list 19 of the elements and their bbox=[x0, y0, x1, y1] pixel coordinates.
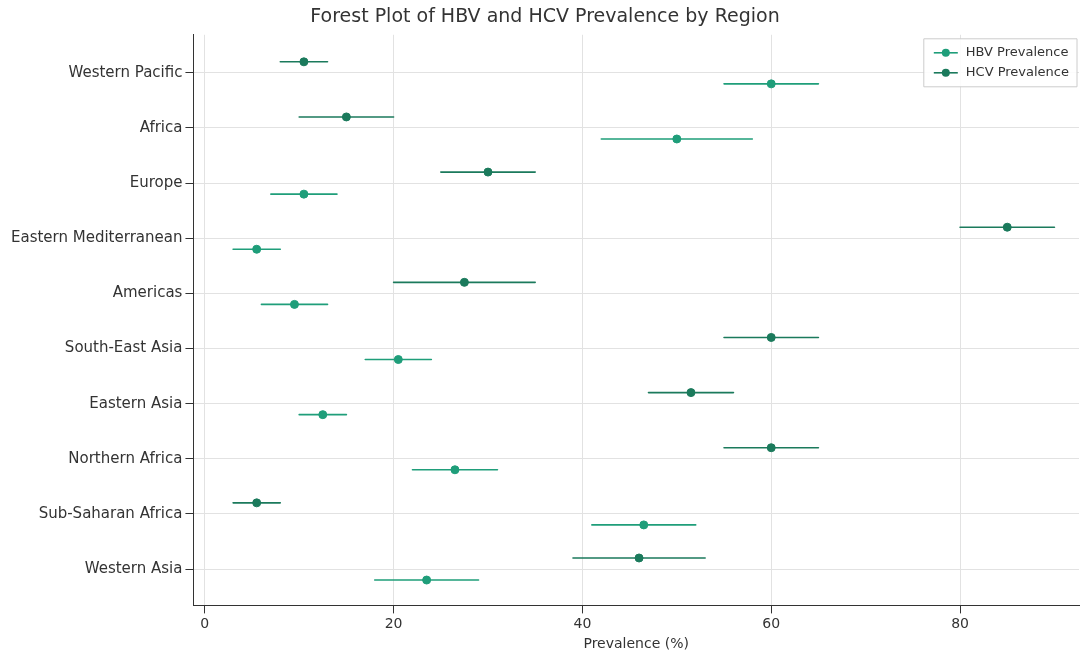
legend-label: HCV Prevalence bbox=[965, 64, 1069, 80]
x-tick-label: 40 bbox=[573, 615, 592, 632]
x-tick-label: 80 bbox=[951, 615, 969, 632]
legend-label: HBV Prevalence bbox=[965, 44, 1069, 60]
x-tick-label: 60 bbox=[762, 615, 781, 632]
y-tick-label: Northern Africa bbox=[68, 448, 183, 467]
y-tick-label: Eastern Mediterranean bbox=[10, 228, 183, 247]
y-tick-label: Europe bbox=[129, 172, 183, 191]
x-axis-title: Prevalence (%) bbox=[583, 635, 689, 652]
chart-title: Forest Plot of HBV and HCV Prevalence by Region bbox=[310, 4, 780, 27]
y-tick-label: Western Pacific bbox=[68, 62, 183, 81]
y-tick-label: South-East Asia bbox=[64, 338, 183, 357]
y-tick-label: Americas bbox=[112, 283, 183, 302]
y-tick-label: Africa bbox=[139, 117, 183, 136]
x-tick-label: 0 bbox=[200, 615, 210, 632]
x-tick-label: 20 bbox=[384, 615, 403, 632]
y-tick-label: Eastern Asia bbox=[89, 393, 183, 412]
y-tick-label: Sub-Saharan Africa bbox=[38, 503, 183, 522]
y-tick-label: Western Asia bbox=[84, 558, 183, 577]
